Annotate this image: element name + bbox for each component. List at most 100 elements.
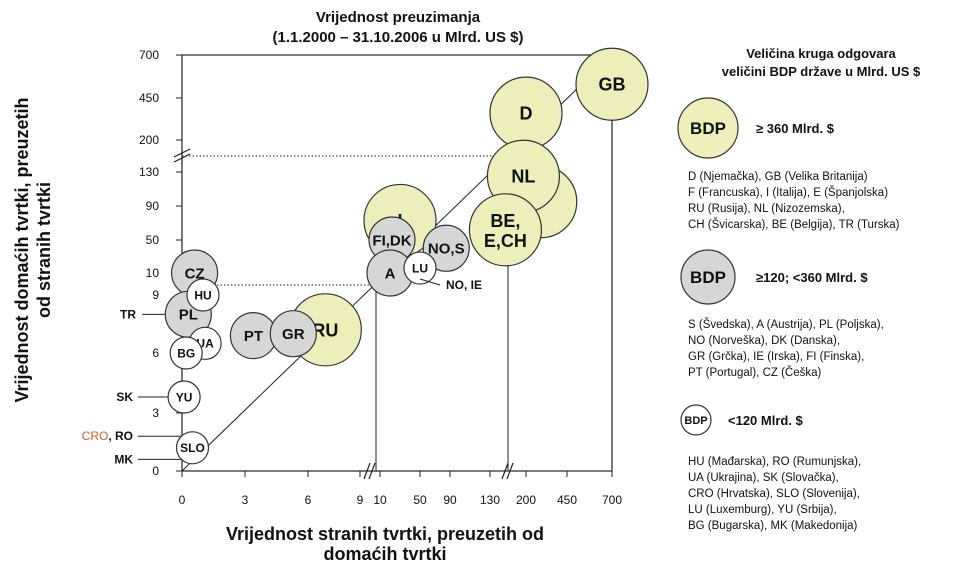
bubble-circle — [269, 310, 317, 358]
y-axis-break — [173, 148, 191, 158]
bubble-circle — [575, 47, 649, 121]
y-country-label: TR — [120, 307, 136, 321]
x-tick-label: 50 — [413, 493, 427, 507]
bubble-circle — [169, 336, 203, 370]
bubble-no-s: NO,S — [422, 224, 470, 272]
y-axis-break — [173, 153, 191, 163]
legend-group-large: BDP ≥ 360 Mlrd. $ D (Njemačka), GB (Velika… — [677, 97, 900, 231]
bubble-label: HU — [194, 288, 211, 302]
bubble-gb: GB — [575, 47, 649, 121]
annotations: NO, IE — [419, 278, 482, 292]
bubble-label: CZ — [185, 265, 205, 282]
bubble-label: BE, E,CH — [484, 211, 527, 251]
bubble-circle — [403, 251, 437, 285]
legend-circle — [680, 249, 736, 305]
x-tick-label: 130 — [480, 493, 500, 507]
bubble-label: FI,DK — [372, 232, 411, 249]
y-tick-label: 6 — [152, 346, 159, 360]
legend: Veličina kruga odgovara veličini BDP drž… — [677, 46, 921, 532]
bubble-pt: PT — [229, 312, 277, 360]
legend-country-line: HU (Mađarska), RO (Rumunjska), — [688, 456, 861, 468]
y-tick-label: 9 — [152, 288, 159, 302]
y-country-cro: CRO, RO — [82, 429, 182, 443]
bubble-label: BG — [177, 346, 195, 360]
legend-country-line: LU (Luxemburg), YU (Srbija), — [688, 504, 837, 516]
bubble-circle — [167, 380, 201, 414]
bubble-circle — [175, 431, 210, 465]
legend-group-small: BDP <120 Mlrd. $ HU (Mađarska), RO (Rumunj… — [680, 404, 861, 532]
legend-group-medium: BDP ≥120; <360 Mlrd. $ S (Švedska), A (Aus… — [680, 249, 884, 379]
y-axis-ticks: 0 3 6 9 10 50 90 130 200 450 700 — [139, 48, 182, 478]
bubble-be-e-ch: BE, E,CH — [468, 193, 543, 267]
legend-circle — [677, 97, 739, 159]
y-tick-label: 450 — [139, 91, 159, 105]
bubble-circle — [186, 278, 220, 312]
x-tick-label: 90 — [443, 493, 457, 507]
y-country-label: SK — [116, 390, 133, 404]
bubble-yu: YU — [167, 380, 201, 414]
x-tick-label: 10 — [373, 493, 387, 507]
legend-symbol: BDP — [690, 119, 726, 138]
bubble-label: PT — [244, 328, 263, 345]
x-tick-label: 700 — [602, 493, 622, 507]
x-axis-title-line1: Vrijednost stranih tvrtki, preuzetih od — [226, 524, 544, 544]
chart-subtitle: (1.1.2000 – 31.10.2006 u Mlrd. US $) — [273, 29, 524, 46]
legend-desc: ≥120; <360 Mlrd. $ — [756, 270, 868, 285]
x-axis-break — [506, 462, 514, 480]
x-axis-ticks: 0 3 6 9 10 50 90 130 200 450 700 — [179, 471, 622, 507]
bubble-label: A — [385, 265, 396, 282]
legend-country-line: GR (Grčka), IE (Irska), FI (Finska), — [688, 351, 864, 363]
legend-country-line: CH (Švicarska), BE (Belgija), TR (Turska… — [688, 218, 900, 231]
y-tick-label: 90 — [146, 199, 160, 213]
bubble-label: RU — [312, 320, 338, 340]
y-axis-title-line2: od stranih tvrtki — [34, 182, 54, 318]
x-tick-label: 200 — [516, 493, 536, 507]
legend-country-line: D (Njemačka), GB (Velika Britanija) — [688, 171, 868, 183]
bubble-gr: GR — [269, 310, 317, 358]
y-tick-label: 50 — [146, 233, 160, 247]
y-tick-label: 3 — [152, 406, 159, 420]
y-tick-label: 200 — [139, 133, 159, 147]
bubble-bg: BG — [169, 336, 203, 370]
x-axis-break — [363, 462, 371, 480]
bubble-lu: LU — [403, 251, 437, 285]
y-tick-label: 130 — [139, 165, 159, 179]
bubble-label: NL — [511, 167, 535, 187]
legend-symbol: BDP — [690, 268, 726, 287]
legend-country-line: CRO (Hrvatska), SLO (Slovenija), — [688, 488, 860, 500]
legend-circle — [680, 404, 712, 436]
bubble-label: D — [520, 104, 533, 124]
annotation-no-ie: NO, IE — [446, 278, 482, 292]
y-country-mk: MK — [114, 452, 182, 466]
bubble-label: LU — [412, 261, 428, 275]
x-tick-label: 3 — [242, 493, 249, 507]
annotation-leader — [419, 278, 441, 286]
x-tick-label: 9 — [357, 493, 364, 507]
bubble-d: D — [489, 76, 563, 150]
legend-desc: ≥ 360 Mlrd. $ — [756, 121, 835, 136]
x-tick-label: 6 — [305, 493, 312, 507]
y-tick-label: 10 — [146, 266, 160, 280]
legend-country-line: BG (Bugarska), MK (Makedonija) — [688, 520, 858, 532]
bubble-circle — [422, 224, 470, 272]
legend-country-line: NO (Norveška), DK (Danska), — [688, 335, 840, 347]
bubble-label: GR — [282, 326, 305, 343]
y-country-label: CRO, RO — [82, 429, 133, 443]
y-tick-label: 0 — [152, 464, 159, 478]
bubbles: GBDFNLIBE,E,CHRUFI,DKNO,SACZPLPTGRLUHUUA… — [164, 47, 649, 465]
bubble-slo: SLO — [175, 431, 210, 465]
y-country-labels: TR SK CRO, RO MK — [82, 307, 182, 466]
bubble-label: PL — [179, 307, 198, 324]
y-tick-label: 700 — [139, 48, 159, 62]
bubble-circle — [468, 193, 543, 267]
legend-country-line: RU (Rusija), NL (Nizozemska), — [688, 203, 845, 215]
y-axis-title-line1: Vrijednost domaćih tvrtki, preuzetih — [12, 97, 32, 402]
x-tick-label: 450 — [557, 493, 577, 507]
legend-country-line: F (Francuska), I (Italija), E (Španjolsk… — [688, 186, 888, 199]
bubble-label: SLO — [180, 441, 205, 455]
bubble-label: NO,S — [428, 241, 465, 258]
bubble-label: YU — [176, 390, 193, 404]
legend-symbol: BDP — [684, 415, 707, 427]
legend-country-line: S (Švedska), A (Austrija), PL (Poljska), — [688, 318, 884, 331]
